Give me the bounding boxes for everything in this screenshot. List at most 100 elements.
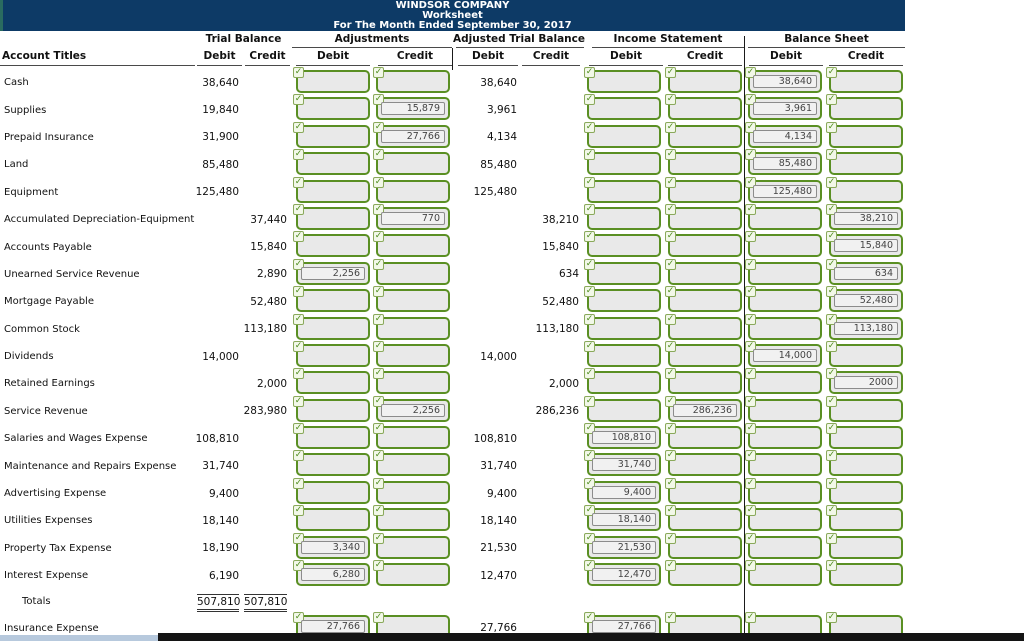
input-income-statement-credit[interactable]: ✓	[665, 477, 742, 504]
input-balance-sheet-credit[interactable]: ✓ 15,840	[826, 231, 903, 258]
input-balance-sheet-debit[interactable]: ✓	[745, 560, 822, 587]
input-balance-sheet-credit[interactable]: ✓ 38,210	[826, 203, 903, 230]
input-adjustments-credit[interactable]: ✓	[373, 67, 450, 93]
input-adjustments-debit[interactable]: ✓	[293, 176, 370, 203]
input-adjustments-credit[interactable]: ✓	[373, 340, 450, 367]
input-adjustments-credit[interactable]: ✓	[373, 505, 450, 532]
input-income-statement-credit[interactable]: ✓	[665, 340, 742, 367]
input-income-statement-credit[interactable]: ✓	[665, 67, 742, 93]
bottom-scroll-strip[interactable]	[0, 635, 158, 641]
input-adjustments-debit[interactable]: ✓	[293, 313, 370, 340]
input-income-statement-credit[interactable]: ✓	[665, 231, 742, 258]
input-income-statement-debit[interactable]: ✓	[584, 368, 661, 395]
input-income-statement-debit[interactable]: ✓	[584, 67, 661, 93]
input-income-statement-credit[interactable]: ✓ 286,236	[665, 395, 742, 422]
input-balance-sheet-debit[interactable]: ✓ 4,134	[745, 121, 822, 148]
input-balance-sheet-debit[interactable]: ✓	[745, 258, 822, 285]
input-income-statement-debit[interactable]: ✓ 9,400	[584, 477, 661, 504]
input-balance-sheet-debit[interactable]: ✓	[745, 477, 822, 504]
input-balance-sheet-debit[interactable]: ✓	[745, 286, 822, 313]
input-income-statement-credit[interactable]: ✓	[665, 560, 742, 587]
input-balance-sheet-debit[interactable]: ✓	[745, 231, 822, 258]
input-income-statement-debit[interactable]: ✓	[584, 231, 661, 258]
input-adjustments-credit[interactable]: ✓	[373, 532, 450, 559]
input-balance-sheet-debit[interactable]: ✓	[745, 532, 822, 559]
input-balance-sheet-credit[interactable]: ✓	[826, 121, 903, 148]
input-adjustments-debit[interactable]: ✓	[293, 231, 370, 258]
input-adjustments-debit[interactable]: ✓	[293, 505, 370, 532]
input-income-statement-credit[interactable]: ✓	[665, 313, 742, 340]
input-adjustments-credit[interactable]: ✓	[373, 258, 450, 285]
input-adjustments-credit[interactable]: ✓	[373, 423, 450, 450]
input-adjustments-debit[interactable]: ✓	[293, 477, 370, 504]
input-adjustments-credit[interactable]: ✓	[373, 368, 450, 395]
input-balance-sheet-credit[interactable]: ✓	[826, 94, 903, 121]
input-income-statement-debit[interactable]: ✓ 21,530	[584, 532, 661, 559]
input-income-statement-credit[interactable]: ✓	[665, 203, 742, 230]
input-income-statement-debit[interactable]: ✓ 12,470	[584, 560, 661, 587]
input-income-statement-debit[interactable]: ✓	[584, 340, 661, 367]
input-adjustments-credit[interactable]: ✓ 2,256	[373, 395, 450, 422]
input-adjustments-debit[interactable]: ✓	[293, 450, 370, 477]
input-adjustments-credit[interactable]: ✓	[373, 560, 450, 587]
input-balance-sheet-debit[interactable]: ✓	[745, 505, 822, 532]
input-balance-sheet-credit[interactable]: ✓	[826, 450, 903, 477]
input-balance-sheet-debit[interactable]: ✓	[745, 450, 822, 477]
input-adjustments-debit[interactable]: ✓	[293, 423, 370, 450]
input-balance-sheet-credit[interactable]: ✓	[826, 505, 903, 532]
input-adjustments-debit[interactable]: ✓	[293, 395, 370, 422]
input-adjustments-debit[interactable]: ✓	[293, 340, 370, 367]
input-adjustments-debit[interactable]: ✓	[293, 203, 370, 230]
input-adjustments-debit[interactable]: ✓ 2,256	[293, 258, 370, 285]
input-adjustments-debit[interactable]: ✓	[293, 121, 370, 148]
input-income-statement-credit[interactable]: ✓	[665, 176, 742, 203]
input-income-statement-debit[interactable]: ✓	[584, 395, 661, 422]
input-income-statement-debit[interactable]: ✓ 27,766	[584, 612, 661, 639]
input-balance-sheet-debit[interactable]: ✓	[745, 423, 822, 450]
input-adjustments-debit[interactable]: ✓ 27,766	[293, 612, 370, 639]
input-adjustments-credit[interactable]: ✓ 15,879	[373, 94, 450, 121]
input-balance-sheet-debit[interactable]: ✓ 85,480	[745, 149, 822, 176]
input-balance-sheet-credit[interactable]: ✓ 52,480	[826, 286, 903, 313]
input-balance-sheet-debit[interactable]: ✓ 38,640	[745, 67, 822, 93]
input-adjustments-credit[interactable]: ✓	[373, 286, 450, 313]
input-adjustments-debit[interactable]: ✓	[293, 286, 370, 313]
input-income-statement-debit[interactable]: ✓	[584, 176, 661, 203]
input-balance-sheet-debit[interactable]: ✓ 14,000	[745, 340, 822, 367]
input-adjustments-credit[interactable]: ✓ 770	[373, 203, 450, 230]
input-balance-sheet-credit[interactable]: ✓	[826, 149, 903, 176]
input-income-statement-debit[interactable]: ✓	[584, 203, 661, 230]
input-income-statement-credit[interactable]: ✓	[665, 450, 742, 477]
input-income-statement-credit[interactable]: ✓	[665, 286, 742, 313]
input-income-statement-debit[interactable]: ✓	[584, 149, 661, 176]
input-balance-sheet-debit[interactable]: ✓	[745, 203, 822, 230]
input-income-statement-credit[interactable]: ✓	[665, 258, 742, 285]
input-balance-sheet-credit[interactable]: ✓	[826, 423, 903, 450]
input-adjustments-debit[interactable]: ✓	[293, 149, 370, 176]
input-income-statement-debit[interactable]: ✓ 31,740	[584, 450, 661, 477]
input-income-statement-debit[interactable]: ✓	[584, 286, 661, 313]
input-income-statement-credit[interactable]: ✓	[665, 121, 742, 148]
input-adjustments-debit[interactable]: ✓ 3,340	[293, 532, 370, 559]
input-adjustments-credit[interactable]: ✓	[373, 149, 450, 176]
input-income-statement-credit[interactable]: ✓	[665, 149, 742, 176]
input-balance-sheet-debit[interactable]: ✓ 3,961	[745, 94, 822, 121]
input-adjustments-credit[interactable]: ✓	[373, 477, 450, 504]
input-adjustments-credit[interactable]: ✓	[373, 450, 450, 477]
input-adjustments-credit[interactable]: ✓	[373, 231, 450, 258]
input-balance-sheet-debit[interactable]: ✓	[745, 395, 822, 422]
input-income-statement-credit[interactable]: ✓	[665, 532, 742, 559]
input-adjustments-credit[interactable]: ✓ 27,766	[373, 121, 450, 148]
input-balance-sheet-credit[interactable]: ✓	[826, 176, 903, 203]
input-balance-sheet-debit[interactable]: ✓ 125,480	[745, 176, 822, 203]
input-balance-sheet-credit[interactable]: ✓	[826, 395, 903, 422]
input-income-statement-credit[interactable]: ✓	[665, 423, 742, 450]
input-balance-sheet-credit[interactable]: ✓	[826, 477, 903, 504]
input-adjustments-debit[interactable]: ✓ 6,280	[293, 560, 370, 587]
input-income-statement-credit[interactable]: ✓	[665, 505, 742, 532]
input-adjustments-credit[interactable]: ✓	[373, 313, 450, 340]
input-balance-sheet-credit[interactable]: ✓ 2000	[826, 368, 903, 395]
input-balance-sheet-credit[interactable]: ✓ 634	[826, 258, 903, 285]
input-income-statement-debit[interactable]: ✓	[584, 313, 661, 340]
input-income-statement-debit[interactable]: ✓	[584, 94, 661, 121]
